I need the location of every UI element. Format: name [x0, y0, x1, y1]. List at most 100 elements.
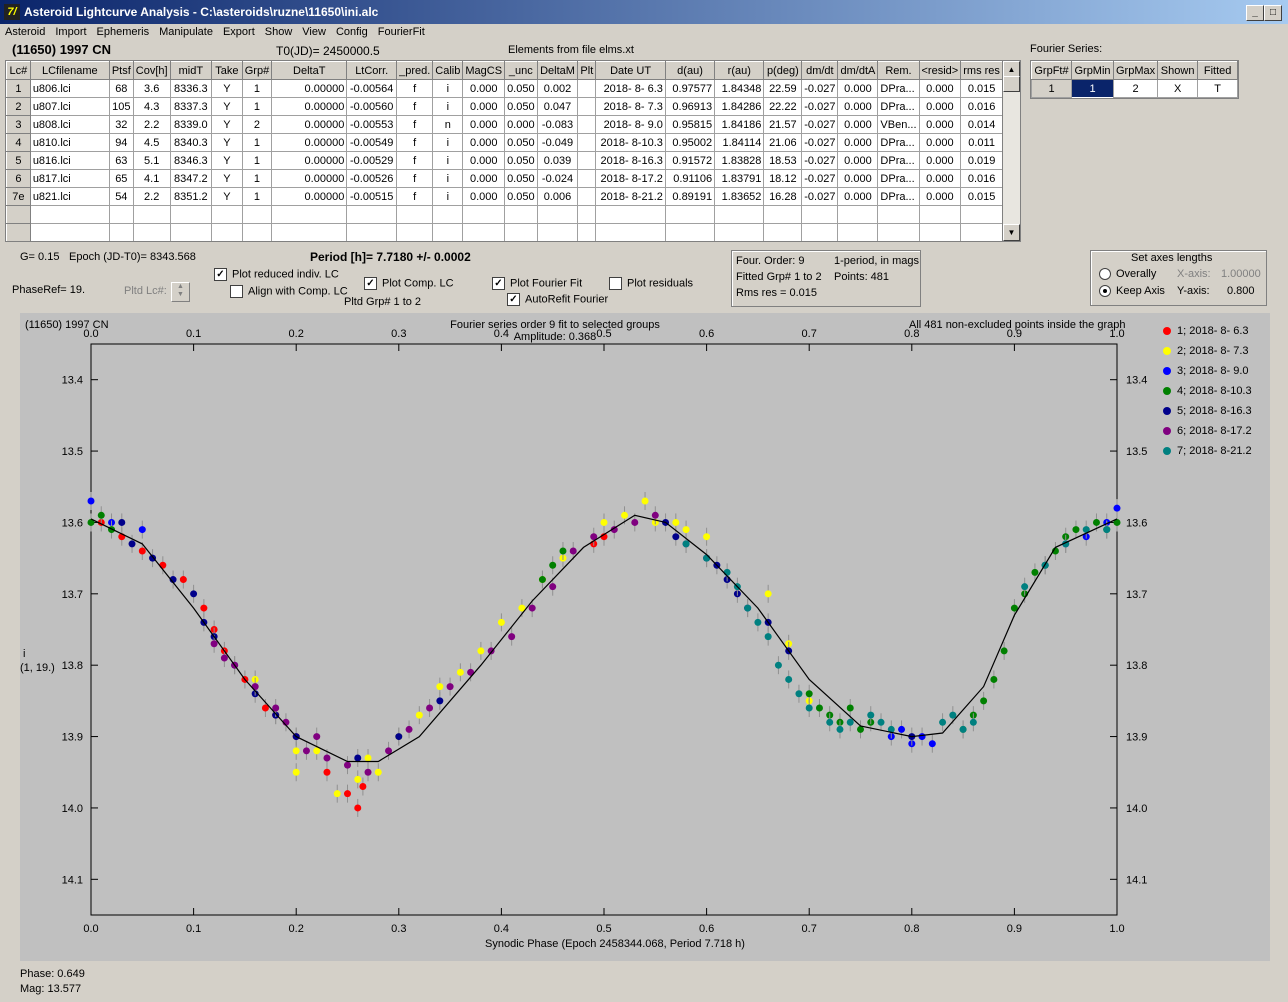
table-cell[interactable]: 0.050: [504, 187, 538, 206]
col-header[interactable]: d(au): [664, 61, 716, 80]
table-cell[interactable]: 16.28: [763, 187, 803, 206]
table-cell[interactable]: 2.2: [132, 115, 171, 134]
menu-view[interactable]: View: [302, 26, 326, 38]
table-cell[interactable]: 2018- 8- 7.3: [595, 97, 666, 116]
table-cell[interactable]: 4.1: [132, 169, 171, 188]
table-cell[interactable]: 0.000: [918, 133, 962, 152]
table-row[interactable]: 7e u821.lci 54 2.2 8351.2 Y 1 0.00000 -0.00515 f i…: [6, 187, 1003, 206]
table-cell[interactable]: [577, 169, 597, 188]
col-header[interactable]: Calib: [432, 61, 464, 80]
table-cell[interactable]: u821.lci: [29, 187, 110, 206]
lightcurve-plot[interactable]: 0.0 0.0 0.1 0.1 0.2 0.2 0.3 0.3 0.4 0.4 0.5 0.5 0.6 0…: [20, 313, 1270, 961]
col-header[interactable]: dm/dtA: [837, 61, 879, 80]
table-cell[interactable]: DPra...: [877, 133, 920, 152]
table-cell[interactable]: 0.014: [960, 115, 1003, 134]
table-cell[interactable]: f: [396, 97, 434, 116]
table-cell[interactable]: 4: [6, 133, 31, 152]
table-cell[interactable]: 0.000: [462, 79, 506, 98]
table-cell[interactable]: 21.06: [763, 133, 803, 152]
table-cell[interactable]: 8337.3: [169, 97, 213, 116]
menu-import[interactable]: Import: [55, 26, 87, 38]
table-cell[interactable]: 2018- 8- 9.0: [595, 115, 666, 134]
table-cell[interactable]: 32: [108, 115, 134, 134]
table-cell[interactable]: [432, 223, 464, 241]
table-cell[interactable]: 0.97577: [664, 79, 716, 98]
table-cell[interactable]: 1.83828: [714, 151, 765, 170]
autorefit-checkbox[interactable]: ✓ AutoRefit Fourier: [507, 293, 608, 306]
table-cell[interactable]: u816.lci: [29, 151, 110, 170]
table-cell[interactable]: 0.00000: [271, 169, 348, 188]
table-cell[interactable]: 1.83791: [714, 169, 765, 188]
table-cell[interactable]: 0.000: [918, 187, 962, 206]
table-cell[interactable]: -0.027: [801, 133, 839, 152]
table-cell[interactable]: Y: [211, 169, 243, 188]
table-cell[interactable]: [241, 205, 273, 224]
table-cell[interactable]: 0.047: [536, 97, 579, 116]
col-header[interactable]: Rem.: [877, 61, 920, 80]
table-cell[interactable]: [918, 205, 962, 224]
table-cell[interactable]: [241, 223, 273, 241]
table-cell[interactable]: [29, 223, 110, 241]
table-cell[interactable]: Y: [211, 115, 243, 134]
table-cell[interactable]: -0.027: [801, 97, 839, 116]
table-cell[interactable]: 22.22: [763, 97, 803, 116]
table-cell[interactable]: i: [432, 187, 464, 206]
xaxis-value[interactable]: 1.00000: [1221, 268, 1261, 280]
table-cell[interactable]: -0.083: [536, 115, 579, 134]
table-cell[interactable]: 0.000: [462, 133, 506, 152]
table-cell[interactable]: [396, 223, 434, 241]
table-cell[interactable]: i: [432, 79, 464, 98]
table-cell[interactable]: [837, 223, 879, 241]
table-cell[interactable]: 3: [6, 115, 31, 134]
table-cell[interactable]: 2: [241, 115, 273, 134]
table-cell[interactable]: [801, 205, 839, 224]
table-cell[interactable]: [837, 205, 879, 224]
table-cell[interactable]: DPra...: [877, 151, 920, 170]
table-cell[interactable]: -0.00560: [346, 97, 398, 116]
table-cell[interactable]: 2018- 8-21.2: [595, 187, 666, 206]
table-cell[interactable]: 5: [6, 151, 31, 170]
table-cell[interactable]: 0.015: [960, 187, 1003, 206]
table-cell[interactable]: [960, 205, 1003, 224]
table-cell[interactable]: f: [396, 133, 434, 152]
table-cell[interactable]: 0.000: [837, 97, 879, 116]
menu-ephemeris[interactable]: Ephemeris: [96, 26, 150, 38]
menu-show[interactable]: Show: [264, 26, 293, 38]
table-cell[interactable]: 0.050: [504, 79, 538, 98]
table-cell[interactable]: 0.000: [462, 97, 506, 116]
table-cell[interactable]: 8336.3: [169, 79, 213, 98]
table-cell[interactable]: [595, 205, 666, 224]
overally-radio[interactable]: Overally: [1099, 268, 1156, 281]
yaxis-value[interactable]: 0.800: [1227, 285, 1255, 297]
col-header[interactable]: Date UT: [595, 61, 666, 80]
table-cell[interactable]: [714, 223, 765, 241]
table-cell[interactable]: f: [396, 187, 434, 206]
table-cell[interactable]: [877, 223, 920, 241]
col-header[interactable]: Grp#: [241, 61, 273, 80]
table-cell[interactable]: 1: [6, 79, 31, 98]
table-cell[interactable]: [346, 223, 398, 241]
table-cell[interactable]: 1: [241, 97, 273, 116]
table-cell[interactable]: 8339.0: [169, 115, 213, 134]
table-cell[interactable]: -0.00515: [346, 187, 398, 206]
table-cell[interactable]: 2.2: [132, 187, 171, 206]
table-cell[interactable]: 0.002: [536, 79, 579, 98]
graph-panel[interactable]: 0.0 0.0 0.1 0.1 0.2 0.2 0.3 0.3 0.4 0.4 0.5 0.5 0.6 0…: [20, 313, 1270, 961]
table-cell[interactable]: -0.00549: [346, 133, 398, 152]
table-cell[interactable]: u810.lci: [29, 133, 110, 152]
col-header[interactable]: DeltaT: [271, 61, 348, 80]
table-cell[interactable]: [462, 205, 506, 224]
table-row[interactable]: 4 u810.lci 94 4.5 8340.3 Y 1 0.00000 -0.00549 f i 0…: [6, 133, 1003, 152]
fs-cell-grpmax[interactable]: 2: [1112, 79, 1159, 98]
table-cell[interactable]: 0.00000: [271, 151, 348, 170]
table-cell[interactable]: 2018- 8-17.2: [595, 169, 666, 188]
table-cell[interactable]: 2018- 8-10.3: [595, 133, 666, 152]
table-cell[interactable]: u808.lci: [29, 115, 110, 134]
table-cell[interactable]: [29, 205, 110, 224]
table-row[interactable]: 1 u806.lci 68 3.6 8336.3 Y 1 0.00000 -0.00564 f i 0…: [6, 79, 1003, 98]
scroll-thumb[interactable]: [1003, 76, 1020, 92]
table-cell[interactable]: 2018- 8- 6.3: [595, 79, 666, 98]
pltd-lc-spinner[interactable]: ▲ ▼: [171, 282, 190, 302]
table-cell[interactable]: i: [432, 169, 464, 188]
table-row-empty[interactable]: [6, 223, 1003, 241]
